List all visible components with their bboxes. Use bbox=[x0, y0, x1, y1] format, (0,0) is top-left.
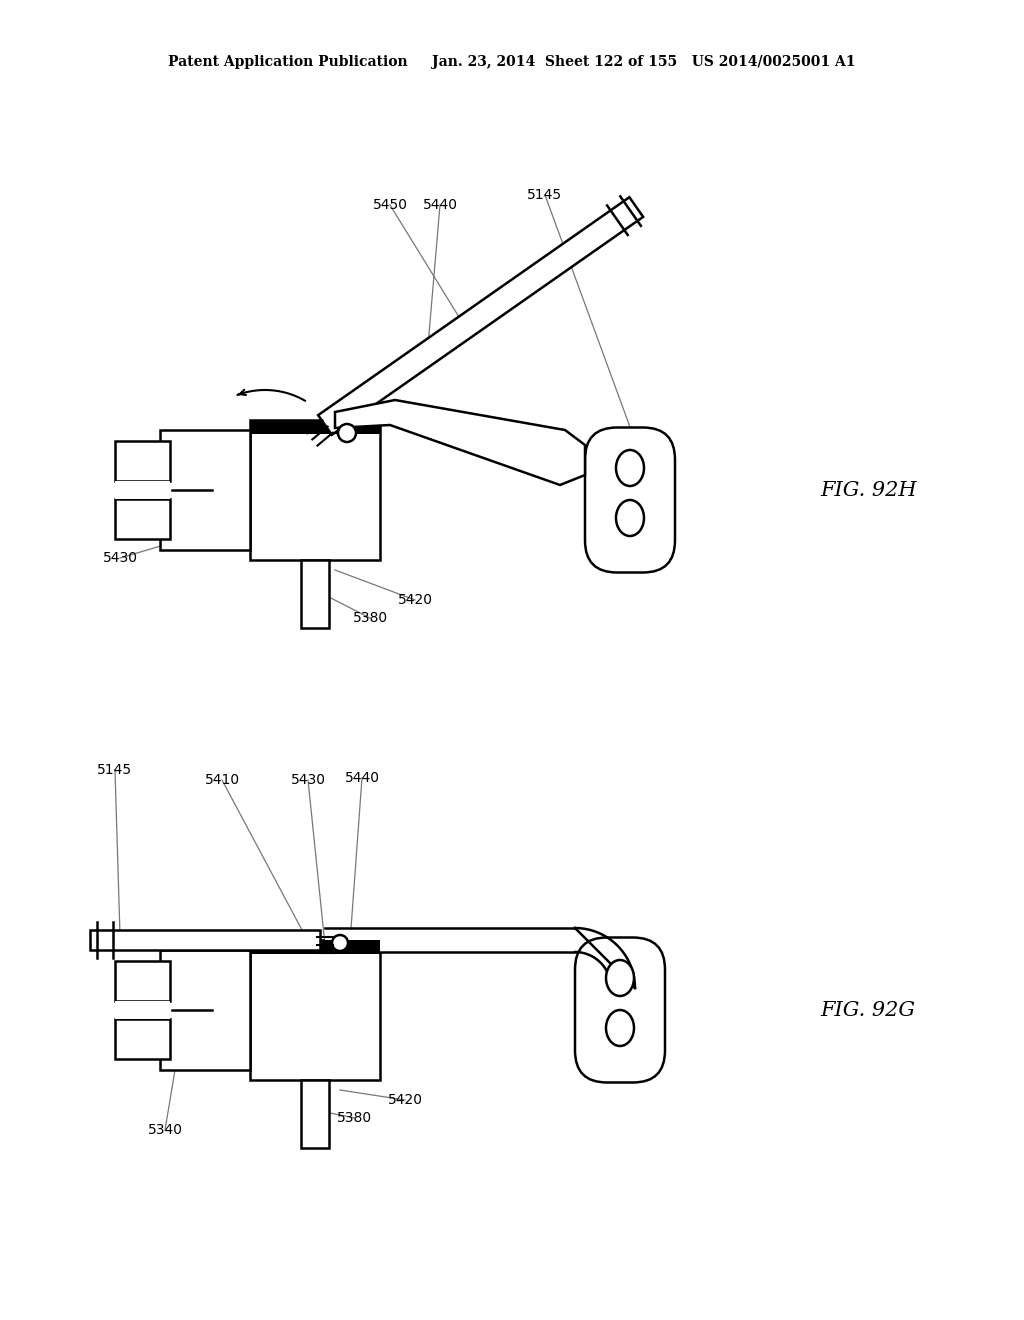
Bar bbox=[301, 560, 329, 628]
Text: 5420: 5420 bbox=[387, 1093, 423, 1107]
Text: 5380: 5380 bbox=[338, 1111, 373, 1125]
Bar bbox=[115, 1019, 170, 1059]
Text: 5430: 5430 bbox=[102, 550, 137, 565]
Ellipse shape bbox=[616, 450, 644, 486]
Polygon shape bbox=[335, 400, 585, 484]
Circle shape bbox=[338, 424, 356, 442]
Text: FIG. 92H: FIG. 92H bbox=[820, 480, 916, 499]
Bar bbox=[301, 1080, 329, 1148]
Text: 5380: 5380 bbox=[352, 611, 387, 624]
Bar bbox=[250, 940, 380, 954]
Bar bbox=[115, 499, 170, 539]
Bar bbox=[325, 928, 575, 952]
Bar bbox=[160, 950, 250, 1071]
Ellipse shape bbox=[606, 960, 634, 997]
FancyBboxPatch shape bbox=[575, 937, 665, 1082]
Text: 5410: 5410 bbox=[205, 774, 240, 787]
Text: 5340: 5340 bbox=[147, 1123, 182, 1137]
Text: 5450: 5450 bbox=[373, 198, 408, 213]
Bar bbox=[250, 420, 380, 434]
Bar bbox=[160, 430, 250, 550]
Circle shape bbox=[332, 935, 348, 950]
Text: 5430: 5430 bbox=[291, 774, 326, 787]
Text: 5145: 5145 bbox=[97, 763, 132, 777]
Bar bbox=[115, 480, 170, 499]
Text: Patent Application Publication     Jan. 23, 2014  Sheet 122 of 155   US 2014/002: Patent Application Publication Jan. 23, … bbox=[168, 55, 856, 69]
Text: 5440: 5440 bbox=[423, 198, 458, 213]
FancyBboxPatch shape bbox=[585, 428, 675, 573]
Polygon shape bbox=[318, 197, 643, 434]
Ellipse shape bbox=[616, 500, 644, 536]
Text: FIG. 92G: FIG. 92G bbox=[820, 1001, 915, 1019]
Text: 5440: 5440 bbox=[344, 771, 380, 785]
Text: 5420: 5420 bbox=[397, 593, 432, 607]
Text: 5145: 5145 bbox=[527, 187, 562, 202]
Bar bbox=[250, 420, 380, 560]
Bar bbox=[250, 940, 380, 1080]
Ellipse shape bbox=[606, 1010, 634, 1045]
Bar bbox=[115, 441, 170, 480]
Bar bbox=[115, 961, 170, 1001]
Bar bbox=[115, 1001, 170, 1019]
Bar bbox=[90, 931, 319, 950]
